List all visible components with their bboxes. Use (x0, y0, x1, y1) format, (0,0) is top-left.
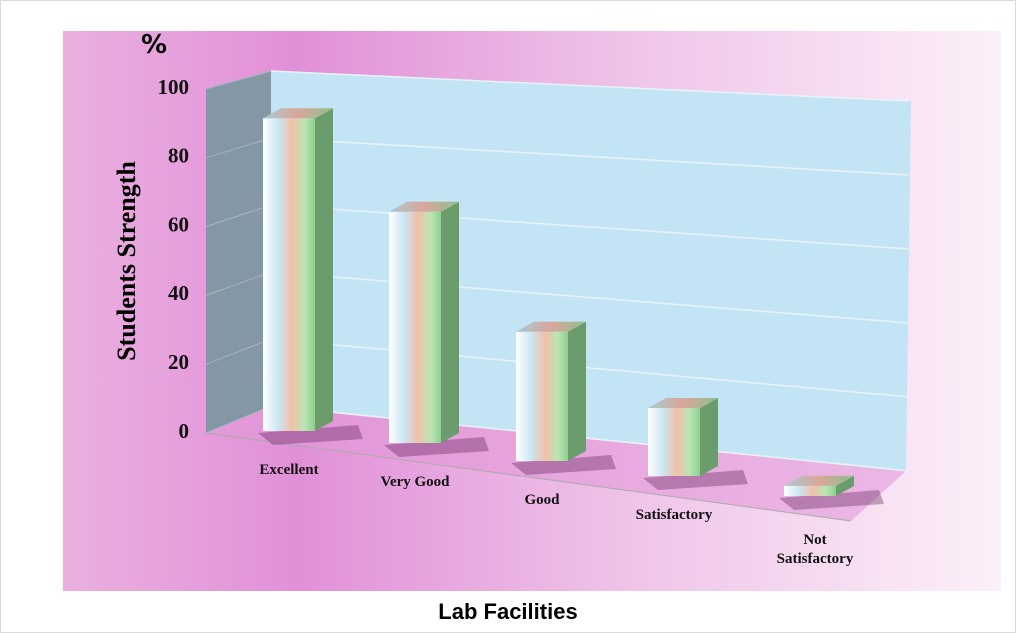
bar-shadow (384, 437, 489, 457)
bar-front (389, 211, 441, 443)
y-tick-label: 80 (168, 144, 189, 168)
side-grid-line (205, 271, 272, 296)
bar-front (516, 331, 568, 461)
unit-label: % (141, 30, 167, 60)
bar-side (441, 201, 459, 443)
grid-line (270, 137, 910, 176)
x-tick-label: Satisfactory (635, 507, 713, 523)
bar (389, 201, 459, 443)
bar-shadow (511, 455, 616, 475)
grid-line (270, 204, 910, 250)
bar-side (700, 398, 718, 476)
bar-top (263, 108, 333, 119)
bar-side (836, 475, 854, 496)
bar-side (568, 321, 586, 461)
bar-front (784, 485, 836, 496)
bar (648, 398, 718, 476)
grid-line (270, 405, 910, 472)
y-tick-label: 100 (158, 75, 190, 99)
bar-top (648, 398, 718, 408)
y-tick-label: 40 (168, 281, 189, 305)
y-tick-label: 60 (168, 212, 189, 236)
x-tick-label: Excellent (259, 462, 319, 478)
floor (206, 406, 906, 521)
side-grid-line (205, 137, 272, 159)
bar-front (648, 408, 700, 476)
bar-side (315, 108, 333, 431)
bar-shadow (779, 490, 884, 510)
side-grid-line (205, 204, 272, 228)
side-wall (206, 71, 271, 433)
floor-edge (205, 432, 852, 522)
x-tick-label: Not Satisfactory (776, 532, 854, 567)
bar (263, 108, 333, 431)
side-grid-line (205, 70, 272, 90)
grid-line (270, 338, 910, 398)
side-grid-line (205, 338, 272, 365)
y-axis-title: Students Strength (112, 161, 141, 361)
y-tick-label: 20 (168, 350, 189, 374)
bar-top (784, 475, 854, 486)
y-tick-label: 0 (179, 419, 190, 443)
bar (784, 475, 854, 496)
side-grid-line (205, 405, 272, 434)
x-tick-label: Good (524, 492, 560, 508)
x-tick-label: Very Good (380, 474, 450, 490)
grid-line (270, 271, 910, 324)
back-wall (271, 71, 911, 471)
bar-shadow (258, 425, 363, 445)
bar-top (516, 321, 586, 332)
chart-title: Lab Facilities (438, 599, 577, 624)
bar-top (389, 201, 459, 212)
bar-front (263, 118, 315, 431)
grid-line (270, 70, 910, 102)
bar-shadow (643, 470, 748, 490)
bar (516, 321, 586, 461)
